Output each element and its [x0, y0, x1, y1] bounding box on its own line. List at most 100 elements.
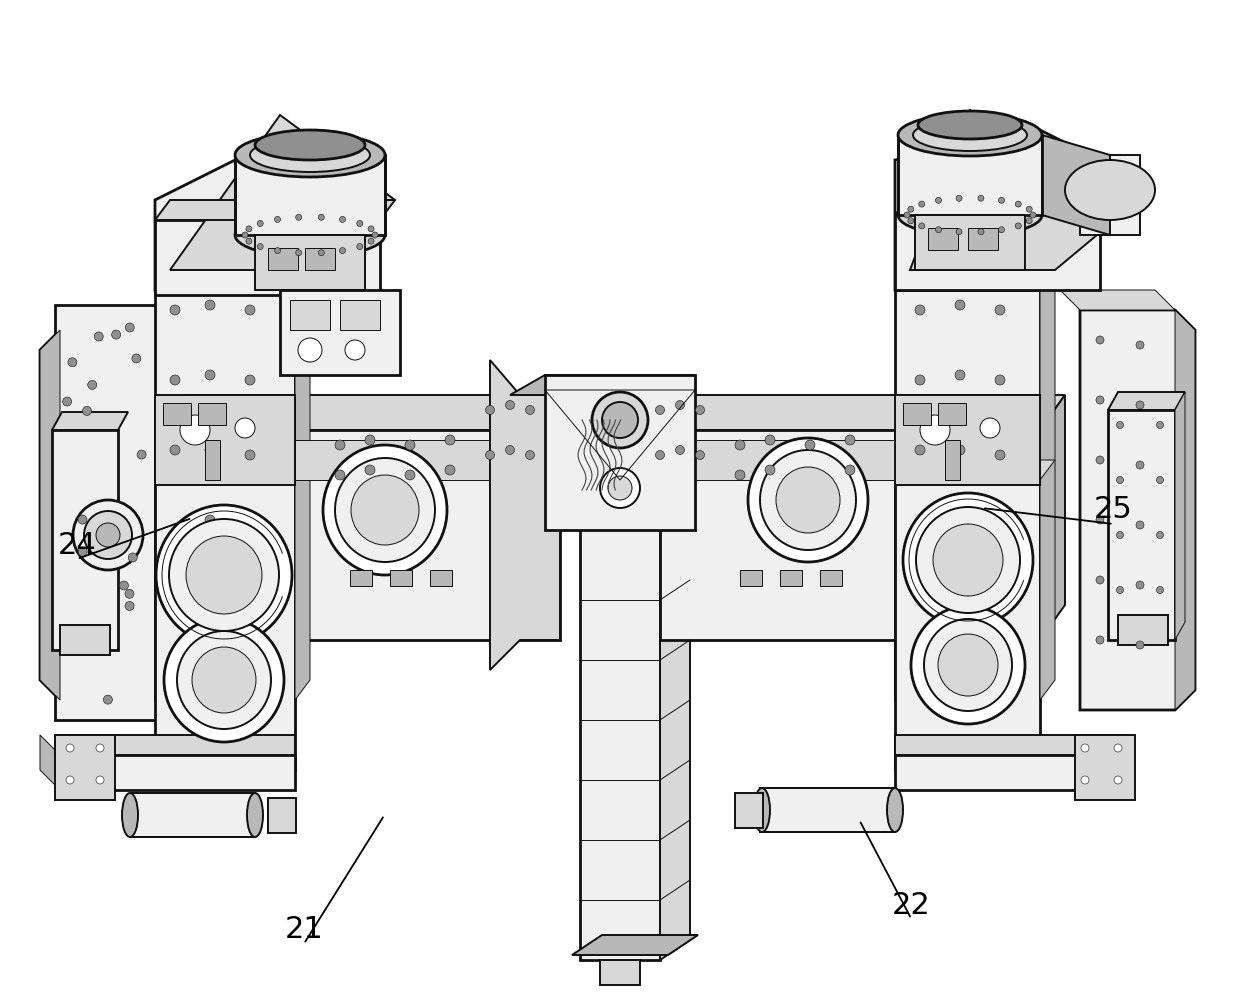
Circle shape: [486, 406, 495, 414]
Ellipse shape: [351, 475, 419, 545]
Bar: [937, 403, 966, 425]
Bar: [760, 788, 895, 832]
Bar: [350, 570, 372, 586]
Circle shape: [295, 214, 301, 220]
Bar: [895, 395, 1040, 485]
Bar: [780, 570, 802, 586]
Circle shape: [236, 418, 255, 438]
Ellipse shape: [903, 493, 1033, 627]
Circle shape: [405, 440, 415, 450]
Text: 24: 24: [57, 530, 97, 560]
Circle shape: [372, 232, 378, 238]
Ellipse shape: [122, 793, 138, 837]
Bar: [903, 403, 931, 425]
Circle shape: [998, 197, 1004, 203]
Bar: [915, 215, 1025, 270]
Polygon shape: [60, 755, 295, 790]
Polygon shape: [1040, 395, 1065, 640]
Ellipse shape: [754, 788, 770, 832]
Circle shape: [1116, 586, 1123, 593]
Circle shape: [357, 244, 363, 250]
Circle shape: [601, 402, 639, 438]
Ellipse shape: [255, 130, 365, 160]
Bar: [60, 625, 110, 655]
Circle shape: [95, 744, 104, 752]
Circle shape: [1096, 516, 1104, 524]
Circle shape: [955, 300, 965, 310]
Polygon shape: [1060, 290, 1176, 310]
Circle shape: [83, 406, 92, 415]
Bar: [391, 570, 412, 586]
Polygon shape: [895, 195, 1115, 215]
Circle shape: [1081, 744, 1089, 752]
Ellipse shape: [192, 647, 255, 713]
Circle shape: [805, 440, 815, 450]
Circle shape: [63, 397, 72, 406]
Circle shape: [257, 220, 263, 226]
Circle shape: [246, 305, 255, 315]
Ellipse shape: [164, 618, 284, 742]
Circle shape: [980, 418, 999, 438]
Bar: [155, 395, 295, 485]
Circle shape: [1157, 422, 1163, 428]
Text: 22: 22: [892, 890, 931, 920]
Polygon shape: [52, 430, 118, 650]
Bar: [1080, 155, 1140, 235]
Polygon shape: [55, 305, 160, 720]
Polygon shape: [895, 215, 1100, 290]
Polygon shape: [895, 735, 1130, 755]
Circle shape: [340, 216, 346, 222]
Circle shape: [131, 354, 141, 363]
Circle shape: [68, 358, 77, 367]
Circle shape: [915, 445, 925, 455]
Circle shape: [676, 446, 684, 454]
Polygon shape: [155, 220, 379, 295]
Circle shape: [1096, 576, 1104, 584]
Circle shape: [955, 370, 965, 380]
Ellipse shape: [898, 194, 1042, 236]
Circle shape: [955, 515, 965, 525]
Circle shape: [1030, 212, 1035, 218]
Circle shape: [1027, 218, 1032, 224]
Circle shape: [205, 515, 215, 525]
Circle shape: [1136, 521, 1145, 529]
Circle shape: [365, 435, 374, 445]
Circle shape: [915, 305, 925, 315]
Circle shape: [735, 440, 745, 450]
Ellipse shape: [1065, 160, 1154, 220]
Circle shape: [113, 530, 122, 539]
Bar: [740, 570, 763, 586]
Ellipse shape: [236, 213, 384, 257]
Polygon shape: [510, 375, 694, 395]
Circle shape: [128, 553, 138, 562]
Polygon shape: [155, 460, 310, 480]
Circle shape: [295, 250, 301, 256]
Circle shape: [78, 547, 87, 556]
Circle shape: [591, 392, 649, 448]
Circle shape: [1157, 532, 1163, 538]
Bar: [1118, 615, 1168, 645]
Circle shape: [994, 375, 1004, 385]
Circle shape: [274, 248, 280, 254]
Circle shape: [205, 300, 215, 310]
Ellipse shape: [186, 536, 262, 614]
Bar: [968, 228, 998, 250]
Polygon shape: [546, 375, 694, 530]
Bar: [198, 403, 226, 425]
Circle shape: [1136, 401, 1145, 409]
Polygon shape: [1075, 735, 1135, 800]
Polygon shape: [160, 395, 585, 430]
Circle shape: [335, 440, 345, 450]
Circle shape: [335, 470, 345, 480]
Bar: [205, 440, 219, 480]
Polygon shape: [170, 115, 396, 270]
Circle shape: [103, 695, 113, 704]
Polygon shape: [40, 735, 60, 790]
Circle shape: [908, 206, 914, 212]
Polygon shape: [295, 440, 560, 480]
Circle shape: [298, 338, 322, 362]
Circle shape: [1096, 396, 1104, 404]
Bar: [290, 300, 330, 330]
Circle shape: [73, 500, 143, 570]
Circle shape: [274, 216, 280, 222]
